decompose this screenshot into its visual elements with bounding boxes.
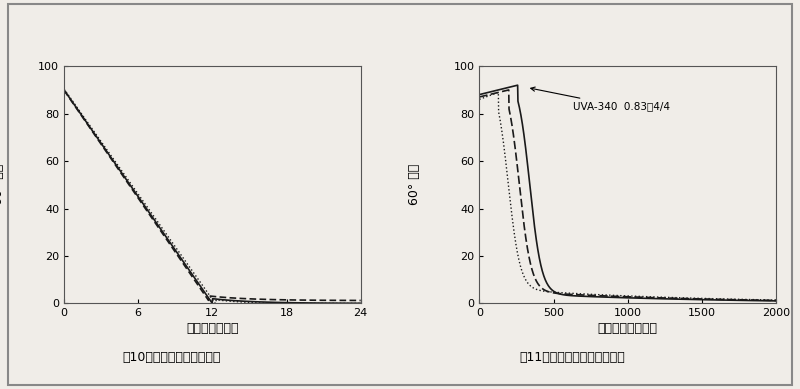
X-axis label: 曝晒时间（月）: 曝晒时间（月） — [186, 322, 238, 335]
Text: 图10－环氧树脂、户外老化: 图10－环氧树脂、户外老化 — [123, 351, 221, 364]
Text: 60° 光泽: 60° 光泽 — [407, 164, 421, 205]
Text: 60° 光泽: 60° 光泽 — [0, 164, 6, 205]
Text: UVA-340  0.83，4/4: UVA-340 0.83，4/4 — [530, 87, 670, 112]
X-axis label: 曝晒时间（小时）: 曝晒时间（小时） — [598, 322, 658, 335]
Text: 图11－环氧树脂、实验室老化: 图11－环氧树脂、实验室老化 — [519, 351, 625, 364]
